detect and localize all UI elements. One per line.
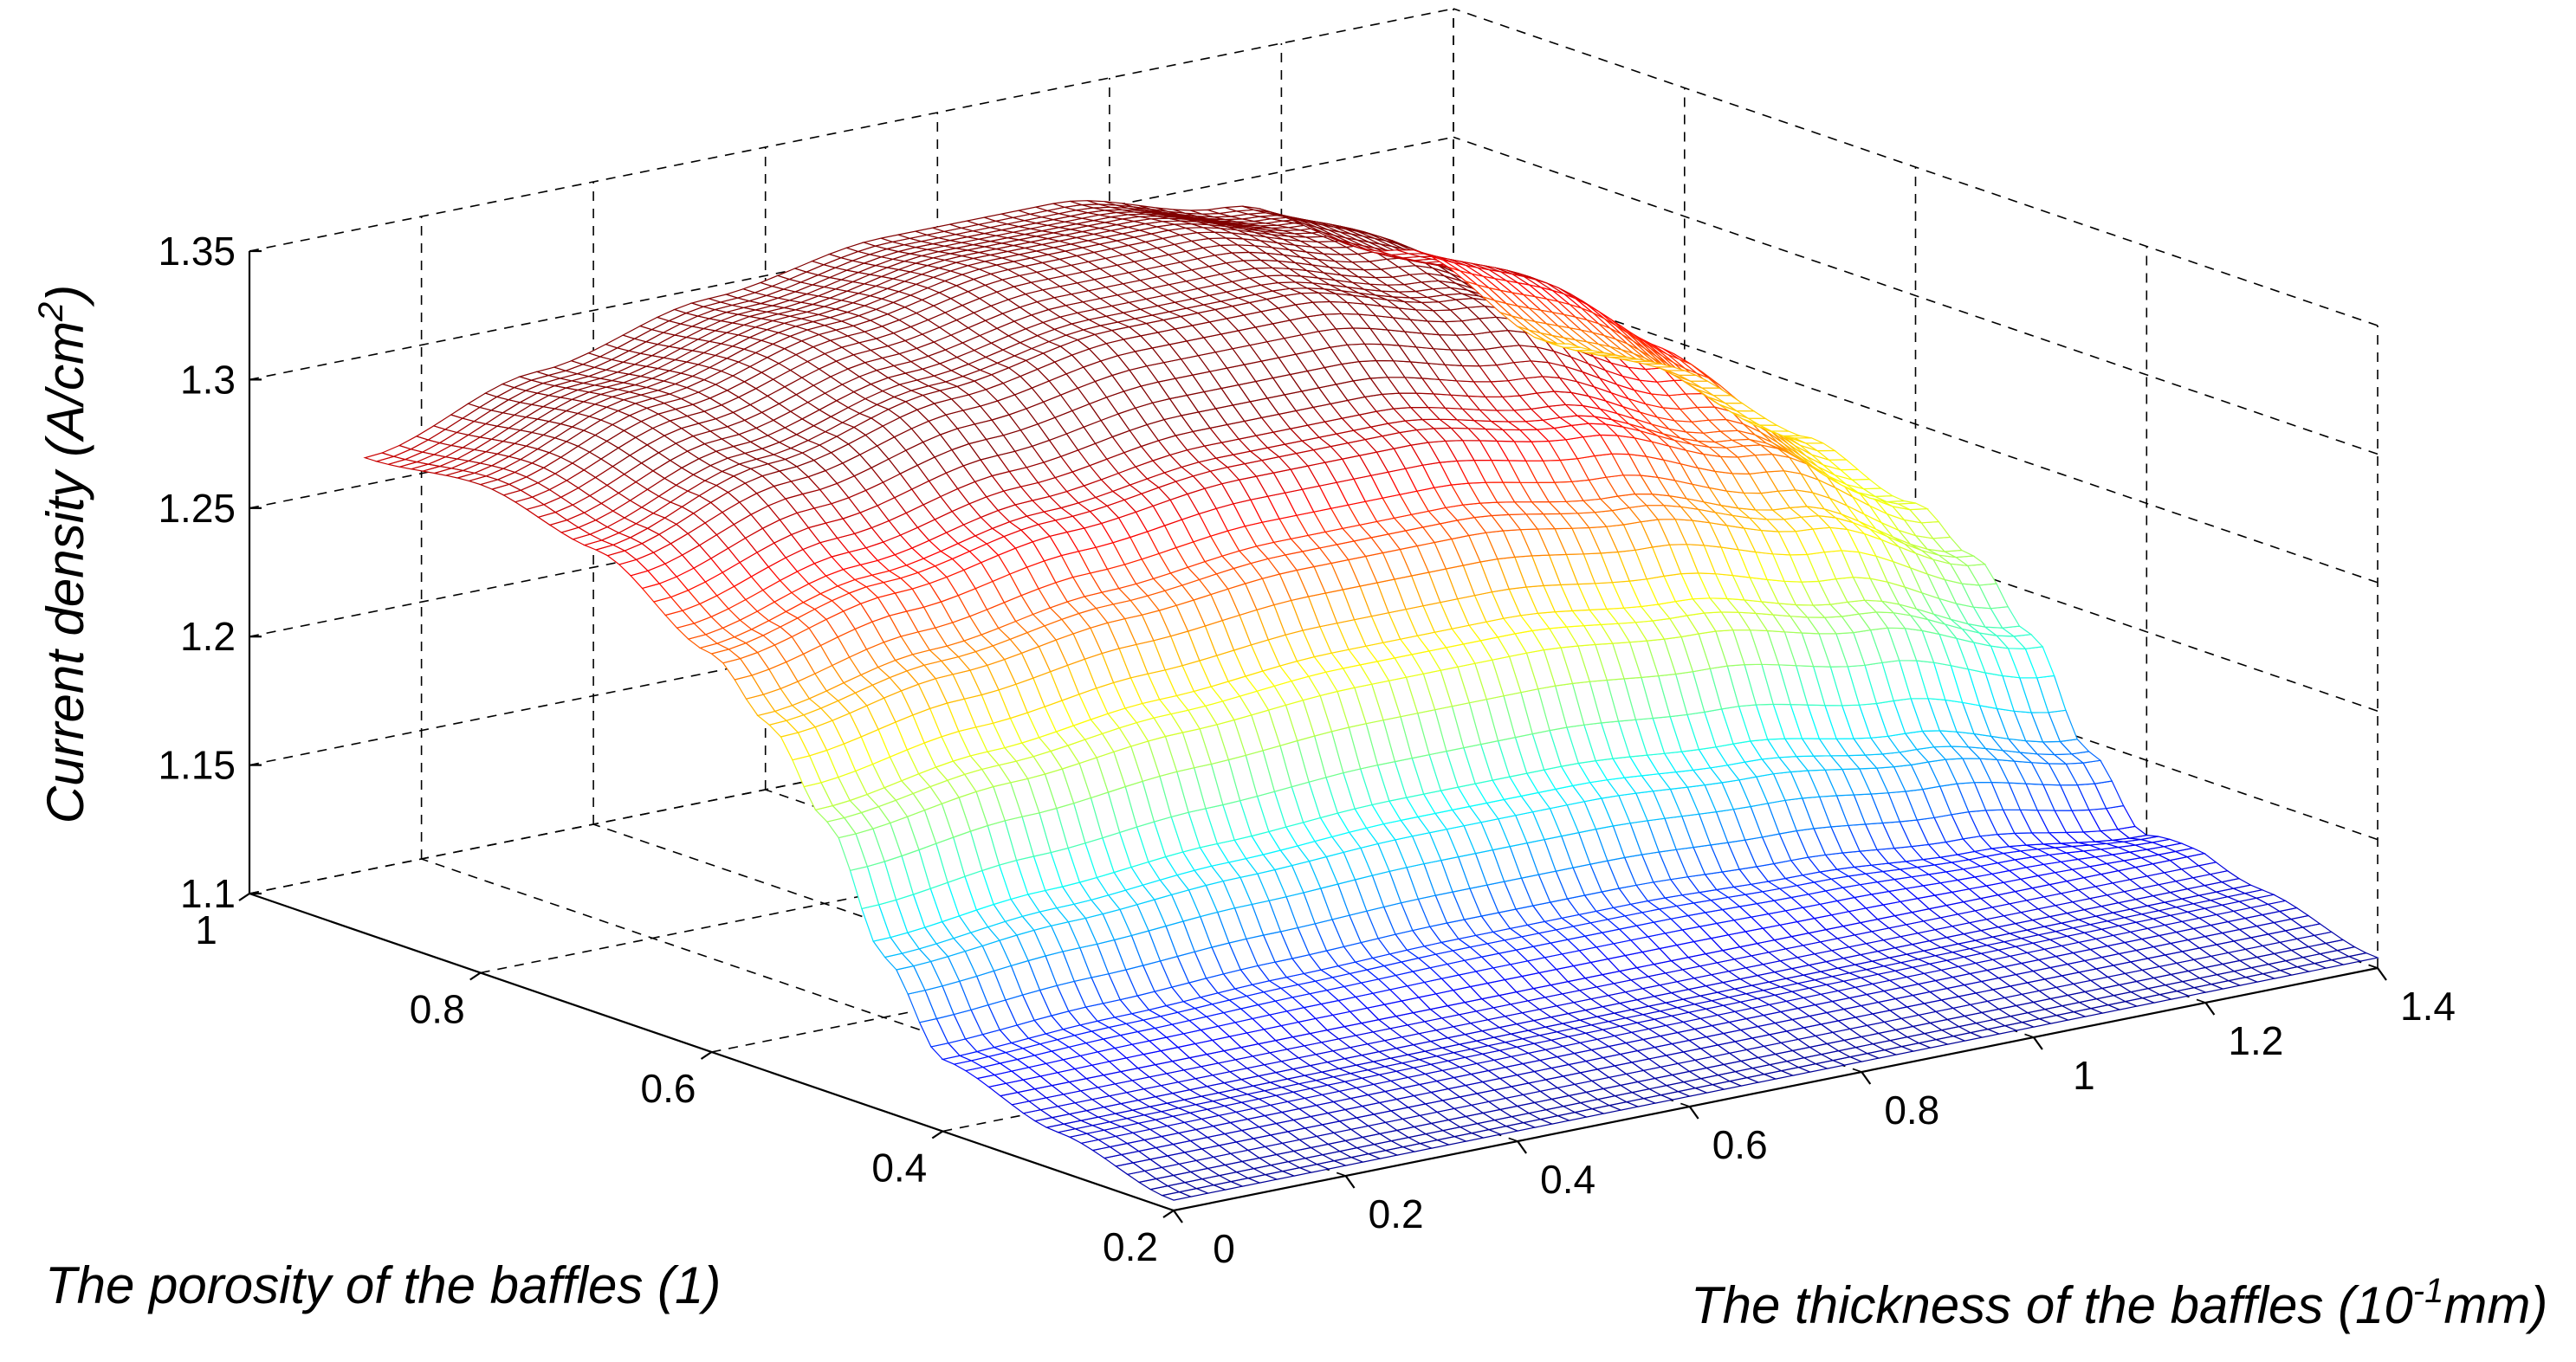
z-tick-label: 1.35 bbox=[158, 229, 236, 274]
surface-mesh bbox=[363, 200, 2380, 1201]
y-tick-mark bbox=[238, 893, 250, 901]
x-tick-mark bbox=[2204, 1002, 2216, 1016]
side-wall-gridline-horizontal bbox=[1453, 8, 2379, 326]
z-tick-label: 1.15 bbox=[158, 743, 236, 788]
x-tick-mark bbox=[1173, 1210, 1183, 1223]
side-wall-gridline-horizontal bbox=[1453, 136, 2379, 455]
x-tick-mark bbox=[1344, 1175, 1356, 1189]
y-tick-mark bbox=[469, 971, 482, 981]
x-tick-mark bbox=[1861, 1071, 1872, 1085]
x-axis-label: The thickness of the baffles (10-1mm) bbox=[1691, 1272, 2547, 1334]
x-tick-mark bbox=[2377, 967, 2387, 981]
y-axis-label: The porosity of the baffles (1) bbox=[45, 1256, 721, 1314]
y-tick-label: 0.2 bbox=[1103, 1224, 1158, 1269]
z-axis-label: Current density (A/cm2) bbox=[32, 285, 94, 823]
x-tick-mark bbox=[1517, 1140, 1527, 1154]
y-tick-mark bbox=[931, 1130, 943, 1139]
y-tick-mark bbox=[700, 1051, 713, 1060]
x-tick-label: 0.4 bbox=[1540, 1157, 1595, 1202]
back-wall-gridline-horizontal bbox=[249, 8, 1454, 252]
y-tick-mark bbox=[1162, 1210, 1175, 1218]
x-tick-label: 0.8 bbox=[1884, 1088, 1939, 1133]
y-tick-label: 0.8 bbox=[410, 987, 465, 1032]
x-tick-label: 1.4 bbox=[2400, 984, 2456, 1029]
x-tick-label: 0.6 bbox=[1712, 1122, 1768, 1167]
x-tick-label: 1 bbox=[2073, 1053, 2095, 1098]
x-tick-label: 0.2 bbox=[1369, 1191, 1424, 1236]
z-tick-label: 1.3 bbox=[180, 357, 236, 402]
z-tick-label: 1.2 bbox=[180, 614, 236, 659]
x-tick-mark bbox=[1688, 1106, 1699, 1120]
x-tick-mark bbox=[2033, 1036, 2043, 1050]
z-tick-label: 1.1 bbox=[180, 871, 236, 916]
y-tick-label: 0.4 bbox=[871, 1146, 927, 1191]
x-tick-label: 0 bbox=[1213, 1226, 1235, 1271]
x-tick-label: 1.2 bbox=[2228, 1018, 2283, 1063]
y-tick-label: 0.6 bbox=[641, 1066, 696, 1111]
z-tick-label: 1.25 bbox=[158, 486, 236, 531]
